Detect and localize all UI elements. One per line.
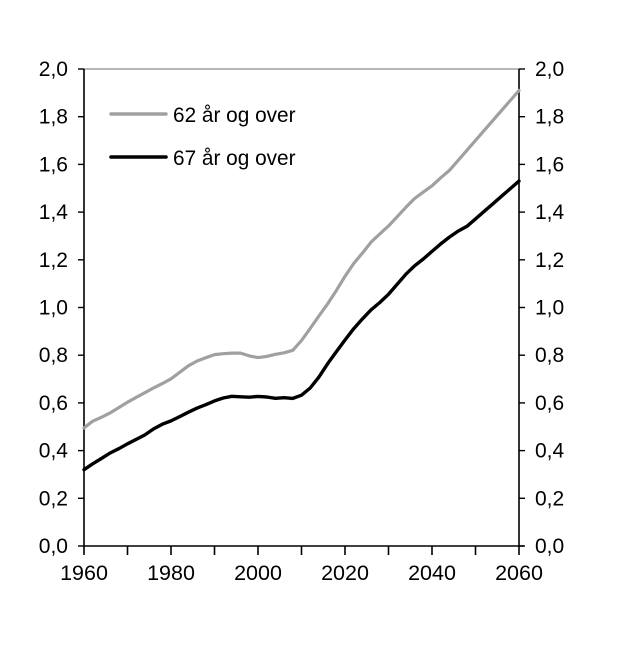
svg-text:0,4: 0,4 bbox=[535, 440, 565, 463]
svg-text:1,8: 1,8 bbox=[39, 106, 68, 129]
svg-text:1,0: 1,0 bbox=[535, 297, 564, 320]
svg-text:0,4: 0,4 bbox=[39, 440, 69, 463]
svg-text:1,8: 1,8 bbox=[535, 106, 564, 129]
svg-text:1,0: 1,0 bbox=[39, 297, 68, 320]
svg-text:1,4: 1,4 bbox=[535, 201, 565, 224]
svg-text:2,0: 2,0 bbox=[39, 58, 68, 81]
svg-text:0,2: 0,2 bbox=[39, 487, 68, 510]
svg-text:1980: 1980 bbox=[147, 561, 195, 585]
svg-text:67 år og over: 67 år og over bbox=[173, 147, 296, 170]
svg-text:1,6: 1,6 bbox=[39, 153, 68, 176]
svg-text:0,6: 0,6 bbox=[535, 392, 564, 415]
svg-text:2020: 2020 bbox=[321, 561, 369, 585]
svg-text:0,0: 0,0 bbox=[39, 535, 68, 558]
svg-text:1,2: 1,2 bbox=[39, 249, 68, 272]
svg-text:62 år og over: 62 år og over bbox=[173, 104, 296, 127]
svg-text:0,2: 0,2 bbox=[535, 487, 564, 510]
svg-text:2040: 2040 bbox=[408, 561, 456, 585]
svg-text:2060: 2060 bbox=[495, 561, 543, 585]
svg-text:0,6: 0,6 bbox=[39, 392, 68, 415]
svg-text:1,2: 1,2 bbox=[535, 249, 564, 272]
svg-text:1960: 1960 bbox=[60, 561, 108, 585]
svg-text:0,8: 0,8 bbox=[535, 344, 564, 367]
svg-text:0,8: 0,8 bbox=[39, 344, 68, 367]
svg-text:1,6: 1,6 bbox=[535, 153, 564, 176]
svg-text:0,0: 0,0 bbox=[535, 535, 564, 558]
svg-text:2,0: 2,0 bbox=[535, 58, 564, 81]
svg-text:1,4: 1,4 bbox=[39, 201, 69, 224]
svg-text:2000: 2000 bbox=[234, 561, 282, 585]
